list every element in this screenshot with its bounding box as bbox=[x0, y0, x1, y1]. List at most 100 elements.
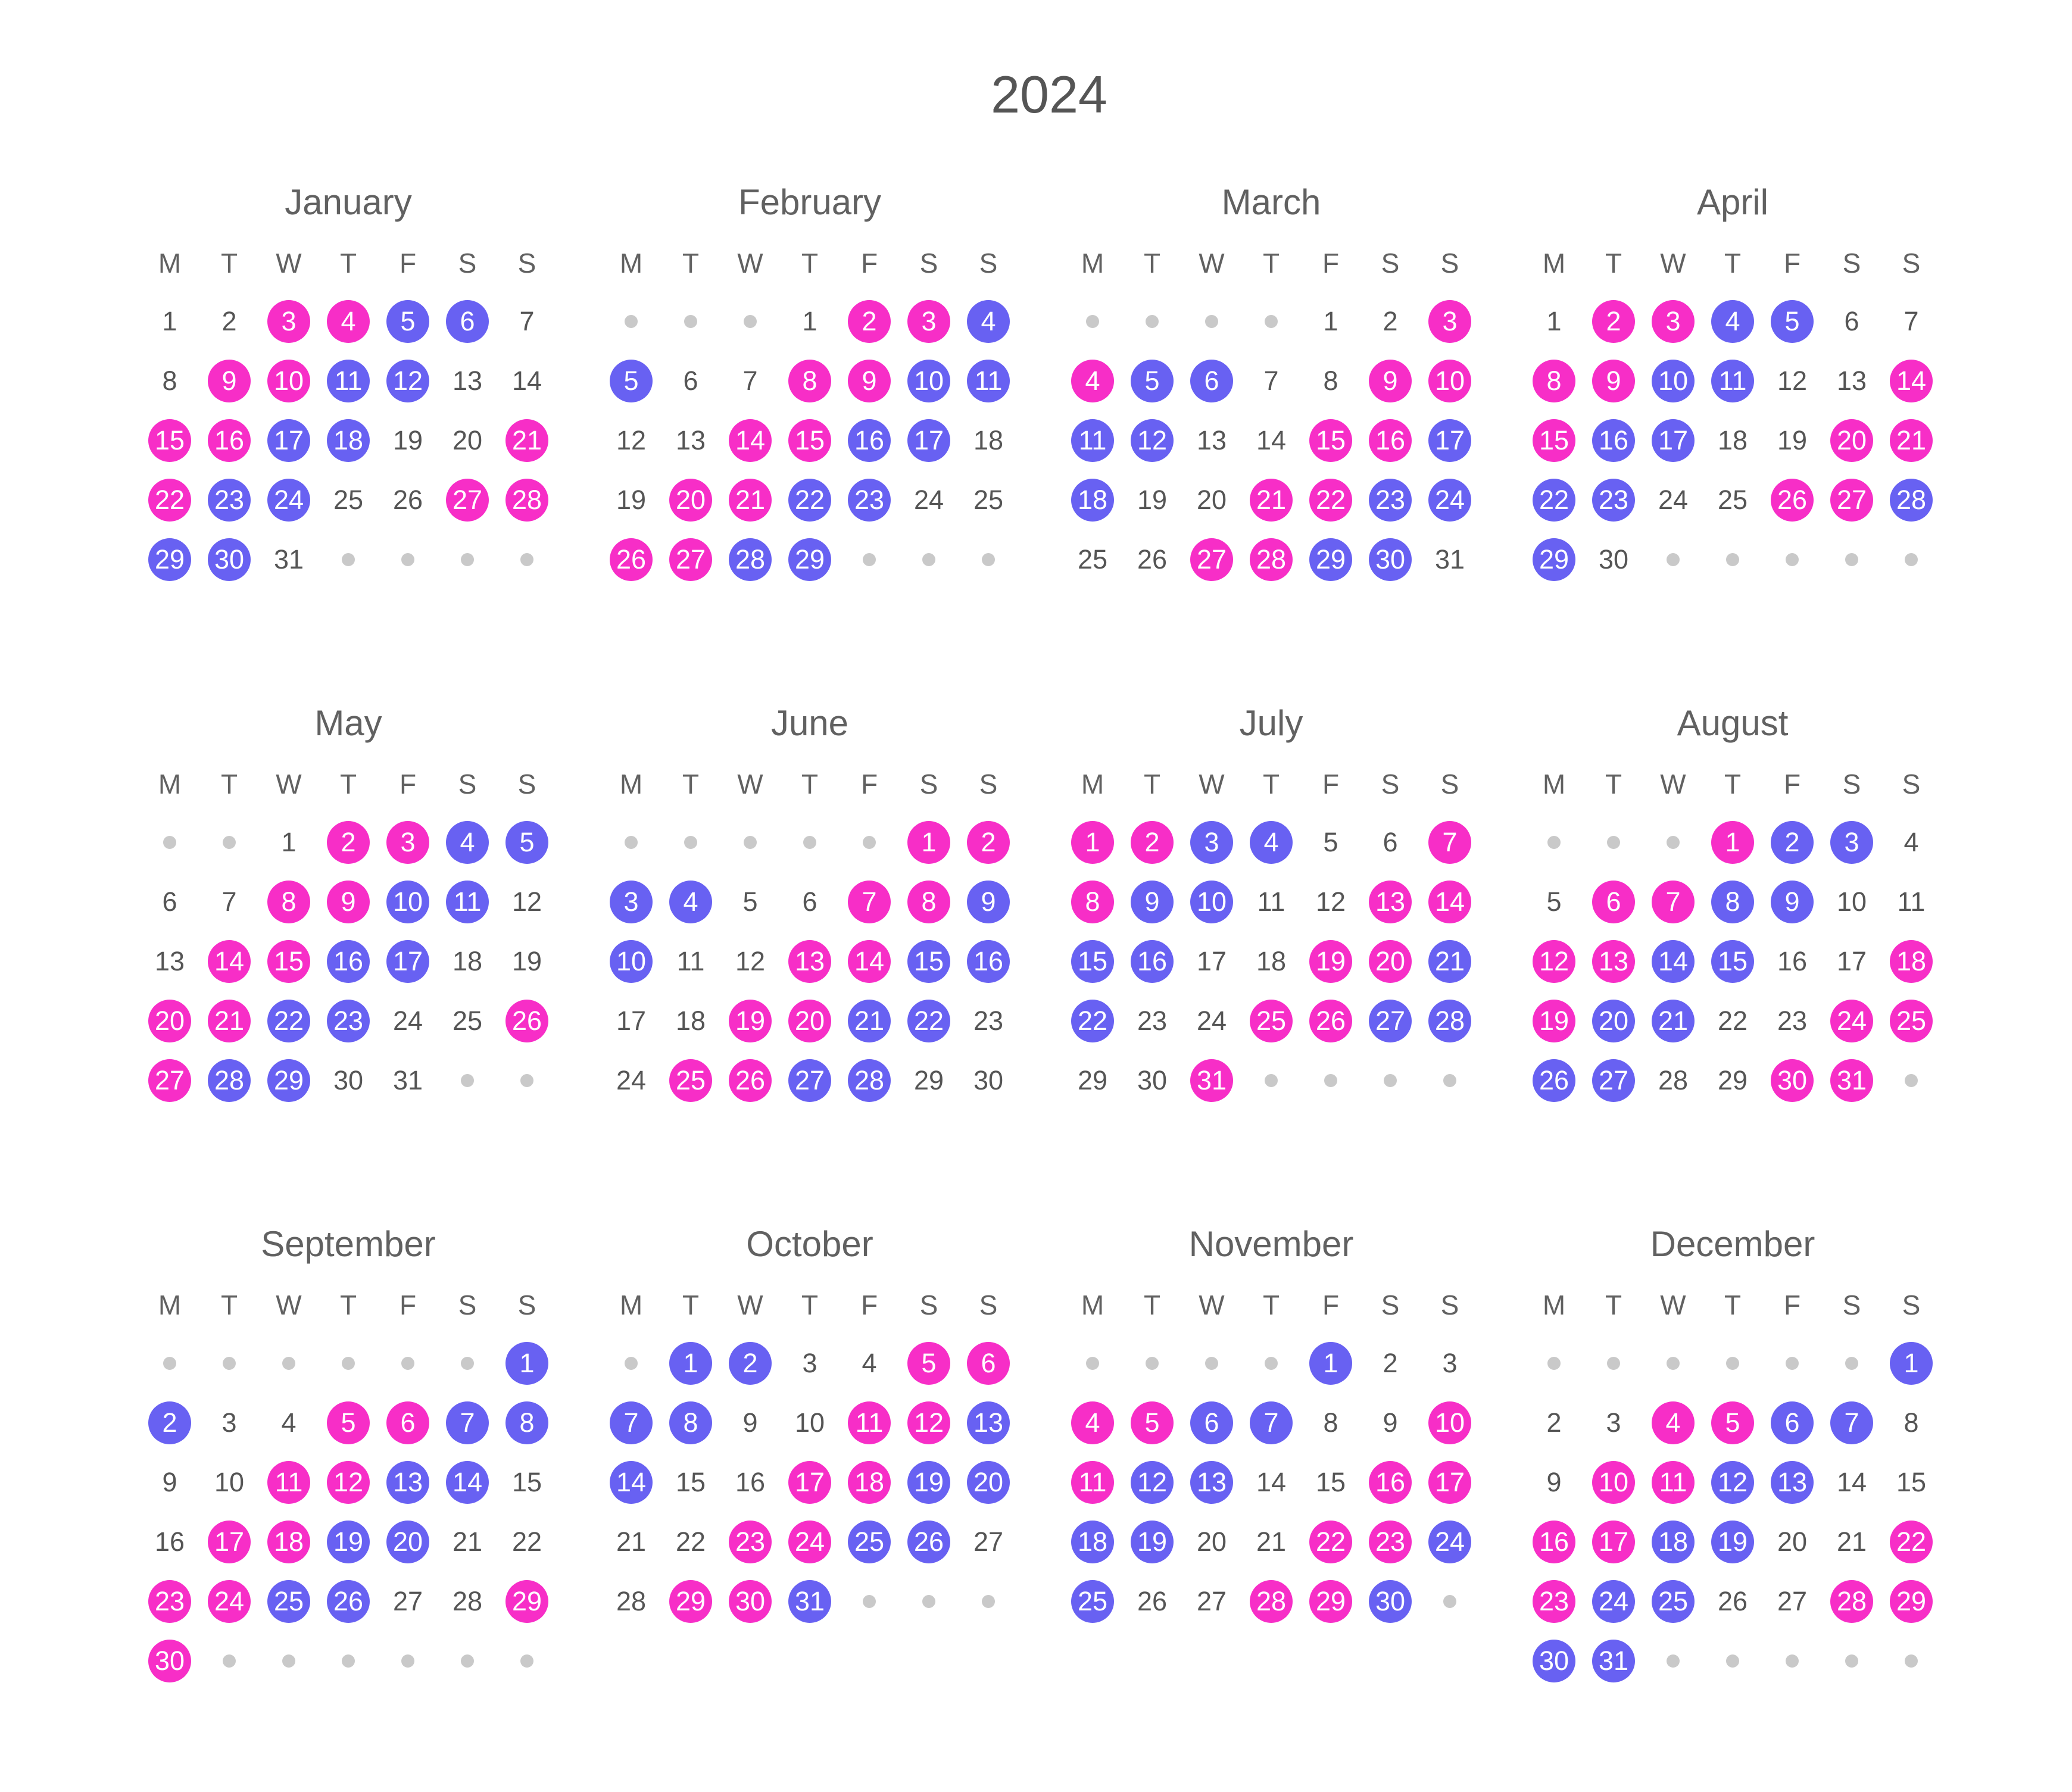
day-cell[interactable]: 5 bbox=[601, 351, 661, 411]
day-cell[interactable]: 18 bbox=[1063, 470, 1122, 530]
day-cell[interactable]: 7 bbox=[438, 1393, 497, 1453]
day-cell[interactable]: 23 bbox=[1360, 1512, 1420, 1572]
day-cell[interactable]: 11 bbox=[319, 351, 378, 411]
day-cell[interactable]: 30 bbox=[959, 1051, 1018, 1110]
day-cell[interactable]: 31 bbox=[780, 1572, 840, 1631]
day-cell[interactable]: 4 bbox=[259, 1393, 319, 1453]
day-cell[interactable]: 1 bbox=[1881, 1334, 1941, 1393]
day-cell[interactable]: 1 bbox=[899, 813, 959, 872]
day-cell[interactable]: 30 bbox=[1524, 1631, 1584, 1691]
day-cell[interactable]: 30 bbox=[1762, 1051, 1822, 1110]
day-cell[interactable]: 4 bbox=[1063, 1393, 1122, 1453]
day-cell[interactable]: 24 bbox=[1643, 470, 1703, 530]
day-cell[interactable]: 3 bbox=[1822, 813, 1881, 872]
day-cell[interactable]: 14 bbox=[1643, 932, 1703, 991]
day-cell[interactable]: 3 bbox=[1643, 292, 1703, 351]
day-cell[interactable]: 12 bbox=[899, 1393, 959, 1453]
day-cell[interactable]: 13 bbox=[140, 932, 199, 991]
day-cell[interactable]: 4 bbox=[319, 292, 378, 351]
day-cell[interactable]: 18 bbox=[1643, 1512, 1703, 1572]
day-cell[interactable]: 29 bbox=[497, 1572, 557, 1631]
day-cell[interactable]: 12 bbox=[1524, 932, 1584, 991]
day-cell[interactable]: 4 bbox=[1703, 292, 1762, 351]
day-cell[interactable]: 18 bbox=[438, 932, 497, 991]
day-cell[interactable]: 13 bbox=[959, 1393, 1018, 1453]
day-cell[interactable]: 9 bbox=[959, 872, 1018, 932]
day-cell[interactable]: 8 bbox=[1301, 1393, 1360, 1453]
day-cell[interactable]: 28 bbox=[497, 470, 557, 530]
day-cell[interactable]: 29 bbox=[899, 1051, 959, 1110]
day-cell[interactable]: 19 bbox=[1703, 1512, 1762, 1572]
day-cell[interactable]: 9 bbox=[319, 872, 378, 932]
day-cell[interactable]: 6 bbox=[438, 292, 497, 351]
day-cell[interactable]: 16 bbox=[1360, 1453, 1420, 1512]
day-cell[interactable]: 18 bbox=[840, 1453, 899, 1512]
day-cell[interactable]: 30 bbox=[140, 1631, 199, 1691]
day-cell[interactable]: 7 bbox=[1822, 1393, 1881, 1453]
day-cell[interactable]: 6 bbox=[1182, 351, 1241, 411]
day-cell[interactable]: 3 bbox=[1420, 292, 1480, 351]
day-cell[interactable]: 24 bbox=[780, 1512, 840, 1572]
day-cell[interactable]: 28 bbox=[1241, 530, 1301, 589]
day-cell[interactable]: 21 bbox=[1881, 411, 1941, 470]
day-cell[interactable]: 24 bbox=[199, 1572, 259, 1631]
day-cell[interactable]: 28 bbox=[840, 1051, 899, 1110]
day-cell[interactable]: 3 bbox=[601, 872, 661, 932]
day-cell[interactable]: 5 bbox=[1703, 1393, 1762, 1453]
day-cell[interactable]: 1 bbox=[259, 813, 319, 872]
day-cell[interactable]: 4 bbox=[840, 1334, 899, 1393]
day-cell[interactable]: 15 bbox=[780, 411, 840, 470]
day-cell[interactable]: 21 bbox=[1643, 991, 1703, 1051]
day-cell[interactable]: 13 bbox=[438, 351, 497, 411]
day-cell[interactable]: 8 bbox=[780, 351, 840, 411]
day-cell[interactable]: 20 bbox=[1822, 411, 1881, 470]
day-cell[interactable]: 10 bbox=[199, 1453, 259, 1512]
day-cell[interactable]: 22 bbox=[1703, 991, 1762, 1051]
day-cell[interactable]: 5 bbox=[1122, 1393, 1182, 1453]
day-cell[interactable]: 3 bbox=[1182, 813, 1241, 872]
day-cell[interactable]: 19 bbox=[899, 1453, 959, 1512]
day-cell[interactable]: 25 bbox=[1063, 530, 1122, 589]
day-cell[interactable]: 28 bbox=[1643, 1051, 1703, 1110]
day-cell[interactable]: 14 bbox=[1241, 411, 1301, 470]
day-cell[interactable]: 3 bbox=[259, 292, 319, 351]
day-cell[interactable]: 18 bbox=[1703, 411, 1762, 470]
day-cell[interactable]: 6 bbox=[140, 872, 199, 932]
day-cell[interactable]: 13 bbox=[1584, 932, 1643, 991]
day-cell[interactable]: 21 bbox=[601, 1512, 661, 1572]
day-cell[interactable]: 3 bbox=[899, 292, 959, 351]
day-cell[interactable]: 8 bbox=[1063, 872, 1122, 932]
day-cell[interactable]: 12 bbox=[720, 932, 780, 991]
day-cell[interactable]: 23 bbox=[199, 470, 259, 530]
day-cell[interactable]: 6 bbox=[1360, 813, 1420, 872]
day-cell[interactable]: 13 bbox=[1182, 1453, 1241, 1512]
day-cell[interactable]: 26 bbox=[1122, 1572, 1182, 1631]
day-cell[interactable]: 7 bbox=[497, 292, 557, 351]
day-cell[interactable]: 26 bbox=[497, 991, 557, 1051]
day-cell[interactable]: 25 bbox=[1703, 470, 1762, 530]
day-cell[interactable]: 17 bbox=[1182, 932, 1241, 991]
day-cell[interactable]: 9 bbox=[1360, 351, 1420, 411]
day-cell[interactable]: 13 bbox=[780, 932, 840, 991]
day-cell[interactable]: 10 bbox=[378, 872, 438, 932]
day-cell[interactable]: 8 bbox=[661, 1393, 720, 1453]
day-cell[interactable]: 16 bbox=[1524, 1512, 1584, 1572]
day-cell[interactable]: 20 bbox=[1762, 1512, 1822, 1572]
day-cell[interactable]: 26 bbox=[1122, 530, 1182, 589]
day-cell[interactable]: 3 bbox=[199, 1393, 259, 1453]
day-cell[interactable]: 15 bbox=[1524, 411, 1584, 470]
day-cell[interactable]: 27 bbox=[438, 470, 497, 530]
day-cell[interactable]: 2 bbox=[1360, 1334, 1420, 1393]
day-cell[interactable]: 13 bbox=[661, 411, 720, 470]
day-cell[interactable]: 24 bbox=[601, 1051, 661, 1110]
day-cell[interactable]: 23 bbox=[140, 1572, 199, 1631]
day-cell[interactable]: 17 bbox=[1584, 1512, 1643, 1572]
day-cell[interactable]: 1 bbox=[1063, 813, 1122, 872]
day-cell[interactable]: 31 bbox=[378, 1051, 438, 1110]
day-cell[interactable]: 1 bbox=[1301, 1334, 1360, 1393]
day-cell[interactable]: 14 bbox=[497, 351, 557, 411]
day-cell[interactable]: 27 bbox=[661, 530, 720, 589]
day-cell[interactable]: 15 bbox=[497, 1453, 557, 1512]
day-cell[interactable]: 2 bbox=[720, 1334, 780, 1393]
day-cell[interactable]: 2 bbox=[1762, 813, 1822, 872]
